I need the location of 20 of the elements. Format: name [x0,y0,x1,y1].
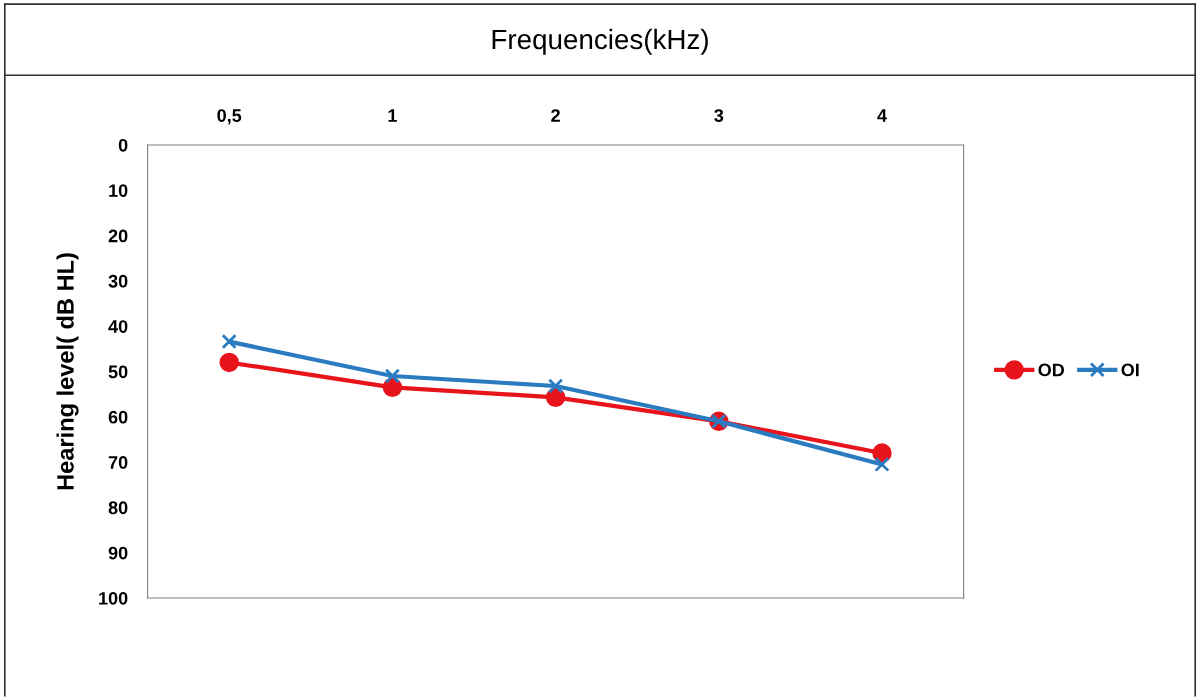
x-tick-label: 1 [388,109,397,122]
x-tick-label: 3 [714,109,724,122]
y-tick-label: 30 [108,274,128,288]
y-tick-label: 100 [99,591,128,605]
y-tick-label: 50 [108,365,128,379]
y-tick-label: 80 [108,501,128,515]
y-tick-label: 70 [108,456,128,469]
legend-label: OD [1038,363,1065,377]
x-axis-title: Frequencies(kHz) [492,28,708,55]
y-tick-label: 60 [108,410,128,424]
y-tick-label: 90 [108,546,128,560]
y-tick-label: 20 [108,229,128,243]
y-tick-label: 40 [108,320,128,333]
x-tick-label: 2 [551,109,560,122]
legend-label: OI [1121,363,1139,377]
y-tick-label: 10 [109,184,128,197]
y-tick-label: 0 [118,138,128,152]
x-tick-label: 0,5 [217,109,242,125]
y-axis-title: Hearing level( dB HL) [56,253,79,490]
x-tick-label: 4 [877,109,887,122]
